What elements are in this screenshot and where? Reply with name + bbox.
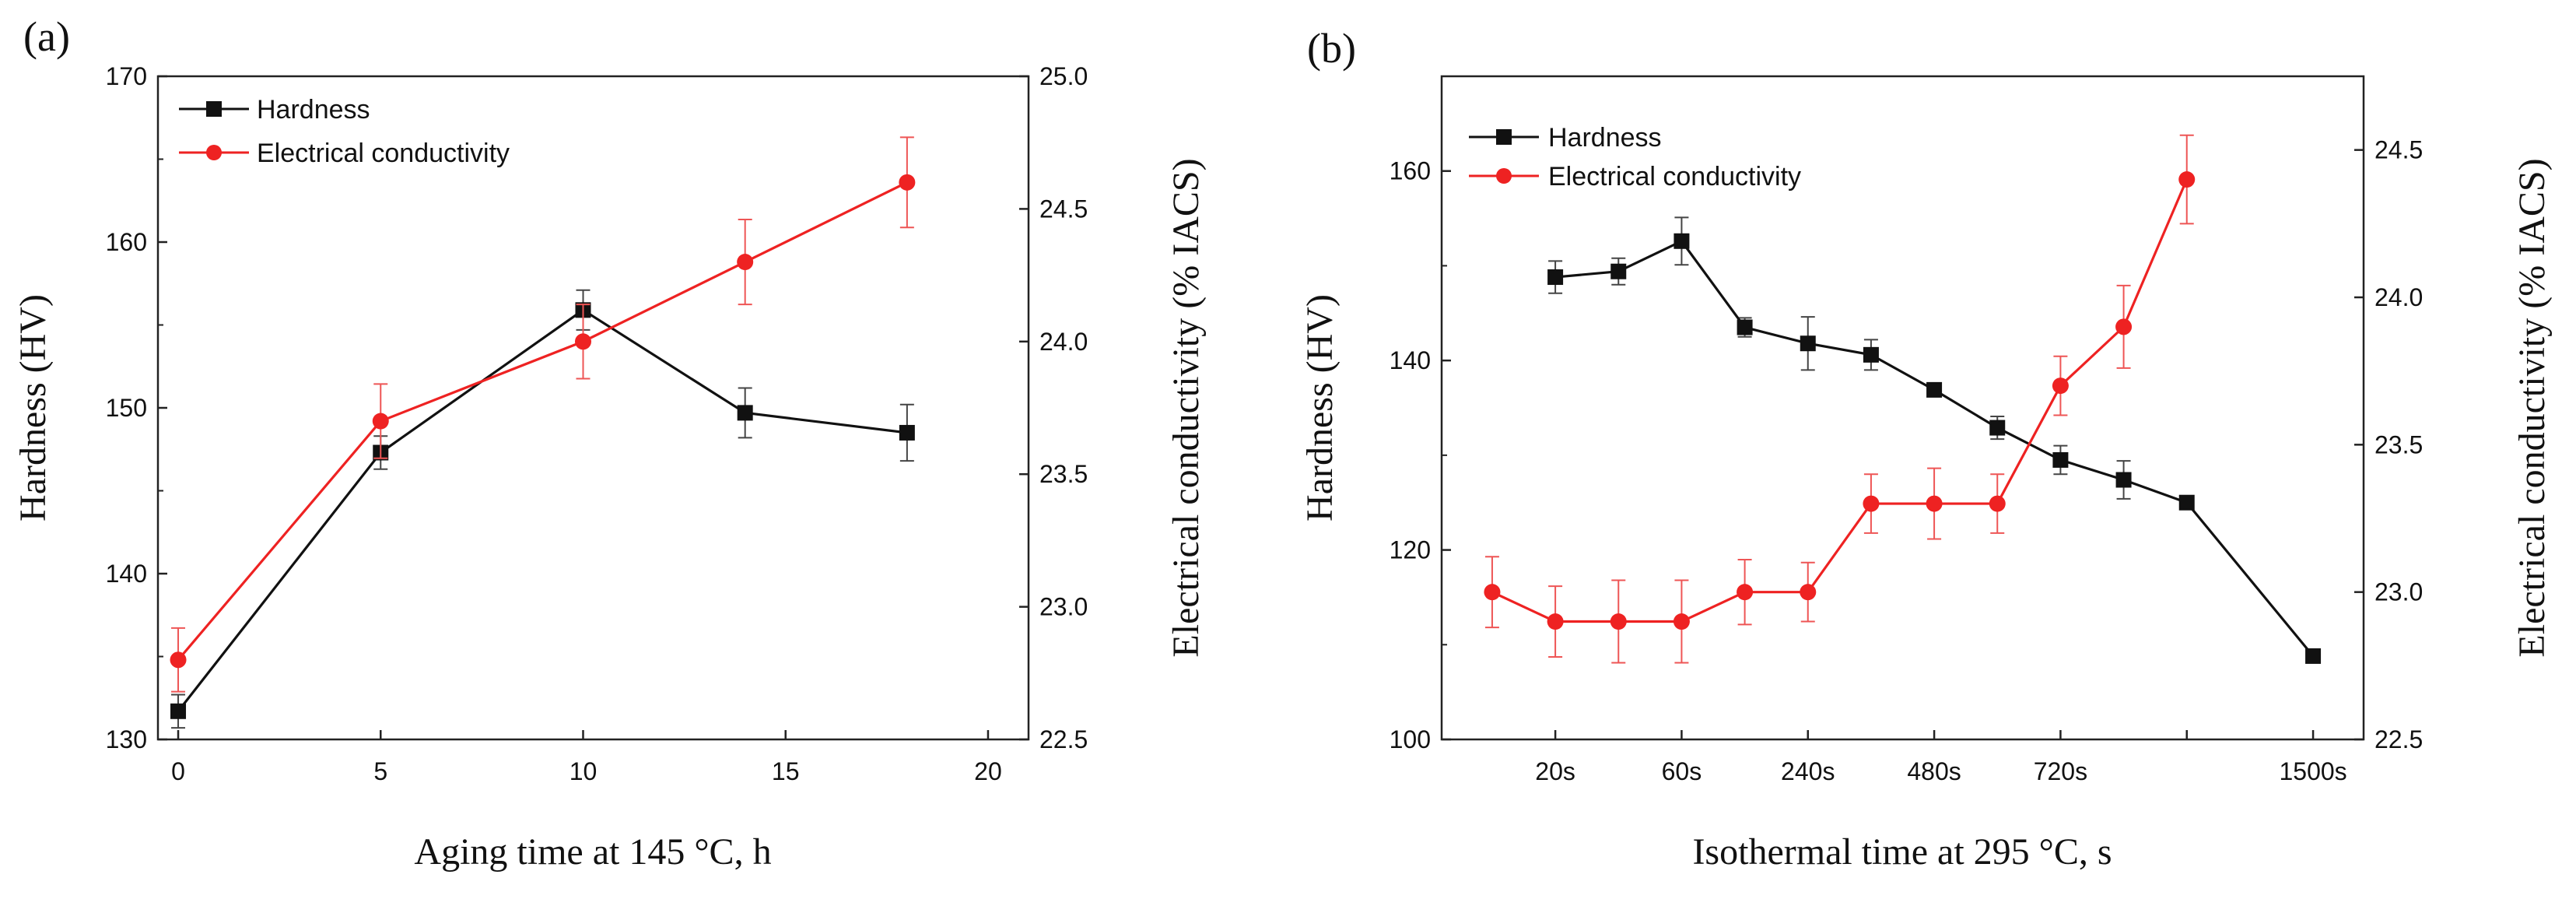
y-axis-label-b: Hardness (HV) xyxy=(1299,294,1341,521)
marker-hardness-b xyxy=(2178,494,2195,511)
y-tick-label-a: 130 xyxy=(106,725,147,753)
marker-hardness-b xyxy=(2305,648,2322,664)
marker-ec-b xyxy=(1484,584,1501,601)
series-line-hardness-a xyxy=(177,308,908,712)
legend-hardness-marker-a xyxy=(206,101,222,117)
y-tick-label-a: 150 xyxy=(106,394,147,422)
marker-hardness-b xyxy=(1674,233,1690,249)
x-tick-label-b: 720s xyxy=(2034,757,2087,785)
marker-ec-b xyxy=(1989,495,2006,512)
marker-ec-b xyxy=(1800,584,1817,601)
marker-ec-a xyxy=(574,333,591,350)
x-tick-label-a: 0 xyxy=(171,757,185,785)
marker-hardness-b xyxy=(1863,346,1879,363)
legend-ec-marker-a xyxy=(206,145,222,160)
y2-tick-label-a: 25.0 xyxy=(1039,62,1088,90)
series-line-ec-a xyxy=(177,181,908,661)
marker-hardness-b xyxy=(2115,472,2132,488)
legend-hardness-marker-b xyxy=(1496,129,1512,145)
marker-ec-b xyxy=(2115,318,2133,335)
marker-hardness-b xyxy=(1610,263,1627,279)
legend-ec-marker-b xyxy=(1496,168,1512,184)
y2-tick-label-a: 23.5 xyxy=(1039,460,1088,488)
marker-ec-b xyxy=(1863,495,1880,512)
y2-tick-label-b: 24.0 xyxy=(2374,283,2423,311)
marker-hardness-b xyxy=(1547,269,1564,286)
y-tick-label-b: 100 xyxy=(1390,725,1431,753)
legend-hardness-label-b: Hardness xyxy=(1548,123,1662,153)
y2-tick-label-b: 22.5 xyxy=(2374,725,2423,753)
marker-hardness-a xyxy=(737,405,753,421)
panel-label-a: (a) xyxy=(23,13,70,60)
x-axis-label-b: Isothermal time at 295 °C, s xyxy=(1692,831,2112,873)
marker-hardness-b xyxy=(1737,319,1753,335)
x-tick-label-a: 20 xyxy=(974,757,1002,785)
marker-hardness-a xyxy=(899,424,915,441)
y-tick-label-b: 160 xyxy=(1390,157,1431,185)
y2-axis-label-b: Electrical conductivity (% IACS) xyxy=(2511,158,2553,657)
y2-tick-label-a: 22.5 xyxy=(1039,725,1088,753)
axis-ticks-b: 20s 60s 240s 480s 720s 1500s 100 120 140 160 22.5 2… xyxy=(1390,136,2424,785)
x-tick-label-b: 60s xyxy=(1662,757,1702,785)
y2-tick-label-a: 23.0 xyxy=(1039,593,1088,621)
x-tick-label-a: 5 xyxy=(373,757,387,785)
marker-ec-b xyxy=(2052,378,2069,395)
marker-ec-b xyxy=(1737,584,1754,601)
marker-ec-b xyxy=(1673,613,1690,630)
series-a xyxy=(170,136,916,729)
marker-hardness-b xyxy=(2052,451,2069,468)
y-tick-label-b: 140 xyxy=(1390,346,1431,374)
y-axis-label-a: Hardness (HV) xyxy=(12,294,54,521)
marker-ec-b xyxy=(2178,171,2196,188)
x-tick-label-b: 240s xyxy=(1781,757,1835,785)
marker-ec-a xyxy=(899,174,916,191)
series-b xyxy=(1484,134,2322,664)
x-tick-label-b: 480s xyxy=(1907,757,1961,785)
x-axis-label-a: Aging time at 145 °C, h xyxy=(414,831,771,873)
panel-a: (a) 0 5 10 15 20 130 140 150 160 170 22.5 23.0 23.5 2… xyxy=(12,13,1207,873)
marker-hardness-b xyxy=(1926,381,1943,398)
axis-ticks-a: 0 5 10 15 20 130 140 150 160 170 22.5 23.0 23.5 24.0 2… xyxy=(106,62,1088,785)
panel-label-b: (b) xyxy=(1307,25,1356,72)
legend-ec-label-a: Electrical conductivity xyxy=(257,139,510,168)
x-tick-label-a: 15 xyxy=(772,757,800,785)
marker-ec-b xyxy=(1610,613,1627,630)
y-tick-label-b: 120 xyxy=(1390,536,1431,564)
y-tick-label-a: 140 xyxy=(106,560,147,588)
panel-b: (b) 20s 60s 240s 480s 720s 1500s1001201401602… xyxy=(1299,25,2553,873)
y2-tick-label-a: 24.0 xyxy=(1039,328,1088,356)
y-tick-label-a: 170 xyxy=(106,62,147,90)
marker-ec-b xyxy=(1926,495,1943,512)
marker-ec-a xyxy=(372,413,389,430)
y2-tick-label-b: 23.5 xyxy=(2374,430,2423,458)
plot-frame-b xyxy=(1440,75,2365,741)
x-tick-label-b: 1500s xyxy=(2279,757,2346,785)
marker-ec-b xyxy=(1547,613,1564,630)
x-tick-label-b: 20s xyxy=(1535,757,1575,785)
y2-tick-label-b: 24.5 xyxy=(2374,136,2423,164)
y2-tick-label-a: 24.5 xyxy=(1039,195,1088,223)
legend-hardness-label-a: Hardness xyxy=(257,95,370,125)
marker-hardness-b xyxy=(1800,335,1816,352)
y2-axis-label-a: Electrical conductivity (% IACS) xyxy=(1165,158,1207,657)
legend-a: Hardness Electrical conductivity xyxy=(179,95,510,168)
marker-hardness-b xyxy=(1989,420,2006,436)
legend-ec-label-b: Electrical conductivity xyxy=(1548,162,1801,191)
x-tick-label-a: 10 xyxy=(570,757,598,785)
series-line-ec-b xyxy=(1491,178,2189,623)
y2-tick-label-b: 23.0 xyxy=(2374,578,2423,606)
y-tick-label-a: 160 xyxy=(106,228,147,256)
plot-frame-a xyxy=(156,75,1030,741)
marker-ec-a xyxy=(170,651,187,669)
marker-ec-a xyxy=(737,254,754,271)
marker-hardness-a xyxy=(170,703,187,719)
series-line-hardness-b xyxy=(1554,239,2315,657)
legend-b: Hardness Electrical conductivity xyxy=(1469,123,1801,191)
